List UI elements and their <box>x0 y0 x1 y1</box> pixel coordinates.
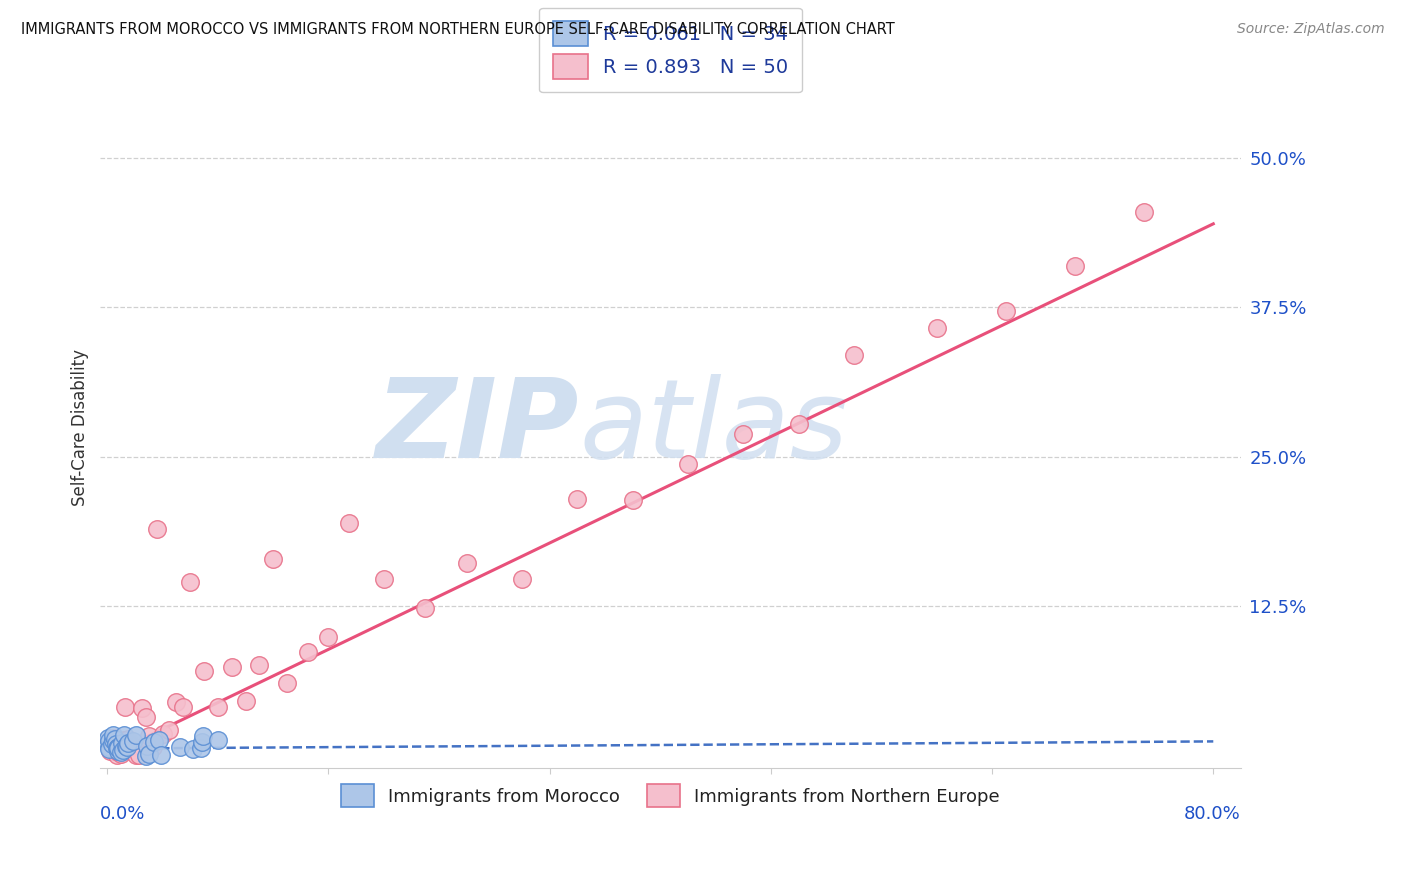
Point <box>193 729 215 743</box>
Point <box>1133 205 1156 219</box>
Legend: Immigrants from Morocco, Immigrants from Northern Europe: Immigrants from Morocco, Immigrants from… <box>329 772 1012 820</box>
Point <box>107 740 129 755</box>
Point <box>101 741 124 756</box>
Point <box>337 516 360 530</box>
Point <box>676 457 699 471</box>
Point <box>297 645 319 659</box>
Point <box>1064 259 1087 273</box>
Point <box>125 747 148 762</box>
Point <box>179 575 201 590</box>
Point <box>149 747 172 762</box>
Point <box>103 728 125 742</box>
Point <box>138 729 160 743</box>
Point <box>994 304 1017 318</box>
Point <box>131 701 153 715</box>
Point <box>97 742 120 756</box>
Point <box>114 700 136 714</box>
Point <box>111 736 134 750</box>
Point <box>136 739 159 753</box>
Y-axis label: Self-Care Disability: Self-Care Disability <box>72 349 89 506</box>
Point <box>276 676 298 690</box>
Point <box>373 572 395 586</box>
Point <box>152 727 174 741</box>
Point <box>142 734 165 748</box>
Point <box>190 741 212 756</box>
Point <box>105 738 128 752</box>
Point <box>97 739 120 754</box>
Point <box>97 731 120 745</box>
Point <box>121 734 143 748</box>
Point <box>107 745 129 759</box>
Point <box>456 556 478 570</box>
Point <box>235 694 257 708</box>
Point <box>112 732 135 747</box>
Point <box>138 747 160 761</box>
Text: atlas: atlas <box>579 374 848 481</box>
Point <box>207 699 229 714</box>
Point <box>97 733 120 747</box>
Point <box>567 492 589 507</box>
Point <box>142 740 165 755</box>
Point <box>122 740 145 755</box>
Point <box>787 417 810 431</box>
Point <box>733 427 755 442</box>
Point <box>135 748 157 763</box>
Text: 0.0%: 0.0% <box>100 805 146 823</box>
Point <box>108 739 131 754</box>
Point <box>128 747 150 762</box>
Text: 80.0%: 80.0% <box>1184 805 1241 823</box>
Point <box>925 321 948 335</box>
Point <box>221 660 243 674</box>
Point <box>621 492 644 507</box>
Point <box>262 551 284 566</box>
Point <box>247 658 270 673</box>
Point <box>107 739 129 754</box>
Point <box>105 747 128 762</box>
Point <box>193 664 215 678</box>
Point <box>101 733 124 747</box>
Point <box>125 728 148 742</box>
Point <box>112 728 135 742</box>
Point <box>110 747 132 761</box>
Point <box>112 743 135 757</box>
Point <box>318 631 340 645</box>
Point <box>413 601 436 615</box>
Point <box>120 739 142 754</box>
Point <box>510 572 533 586</box>
Point <box>104 732 127 747</box>
Point <box>117 732 139 747</box>
Point <box>104 735 127 749</box>
Point <box>165 695 187 709</box>
Point <box>115 739 138 753</box>
Point <box>135 710 157 724</box>
Text: ZIP: ZIP <box>375 374 579 481</box>
Point <box>98 743 121 757</box>
Point <box>107 744 129 758</box>
Point <box>183 742 205 756</box>
Point <box>110 745 132 759</box>
Point <box>105 740 128 755</box>
Point <box>117 736 139 750</box>
Point <box>100 738 122 752</box>
Point <box>159 723 181 737</box>
Point <box>191 735 214 749</box>
Point <box>115 739 138 754</box>
Text: IMMIGRANTS FROM MOROCCO VS IMMIGRANTS FROM NORTHERN EUROPE SELF-CARE DISABILITY : IMMIGRANTS FROM MOROCCO VS IMMIGRANTS FR… <box>21 22 894 37</box>
Point <box>103 731 125 746</box>
Point <box>842 348 865 362</box>
Text: Source: ZipAtlas.com: Source: ZipAtlas.com <box>1237 22 1385 37</box>
Point <box>146 522 169 536</box>
Point <box>172 700 194 714</box>
Point <box>169 739 191 754</box>
Point <box>100 739 122 753</box>
Point <box>207 733 229 747</box>
Point <box>148 732 170 747</box>
